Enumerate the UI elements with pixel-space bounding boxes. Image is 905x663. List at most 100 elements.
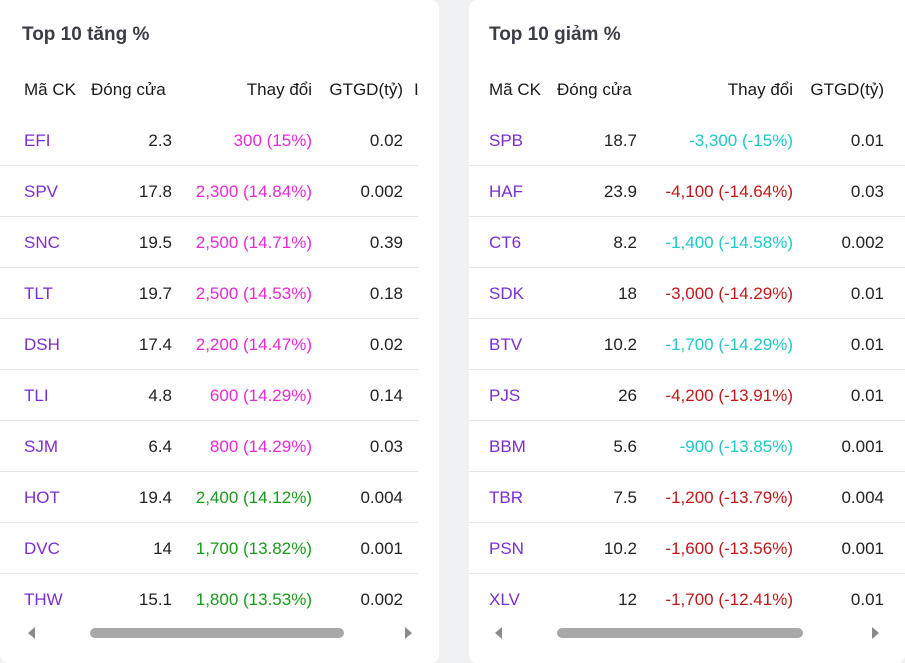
scroll-right-arrow-icon[interactable] xyxy=(872,627,879,639)
stock-symbol-link[interactable]: SDK xyxy=(489,284,524,303)
price-change: 1,800 (13.53%) xyxy=(195,590,312,609)
trade-value: 0.01 xyxy=(850,590,884,609)
gainers-horizontal-scrollbar[interactable] xyxy=(22,624,418,642)
header-symbol[interactable]: Mã CK xyxy=(24,80,76,99)
header-symbol[interactable]: Mã CK xyxy=(489,80,541,99)
trade-value: 0.002 xyxy=(360,182,403,201)
table-row[interactable]: EFI 2.3 300 (15%) 0.02 xyxy=(0,115,418,166)
price-change: 2,300 (14.84%) xyxy=(195,182,312,201)
trade-value: 0.03 xyxy=(369,437,403,456)
price-change: -3,000 (-14.29%) xyxy=(665,284,793,303)
trade-value: 0.03 xyxy=(850,182,884,201)
losers-horizontal-scrollbar[interactable] xyxy=(489,624,885,642)
price-change: -1,400 (-14.58%) xyxy=(665,233,793,252)
header-close[interactable]: Đóng cửa xyxy=(91,80,166,99)
trade-value: 0.02 xyxy=(369,131,403,150)
close-price: 10.2 xyxy=(603,335,637,354)
gainers-title: Top 10 tăng % xyxy=(22,24,150,45)
close-price: 7.5 xyxy=(613,488,637,507)
stock-symbol-link[interactable]: SJM xyxy=(24,437,58,456)
table-row[interactable]: DSH 17.4 2,200 (14.47%) 0.02 xyxy=(0,319,418,370)
stock-symbol-link[interactable]: THW xyxy=(24,590,63,609)
price-change: 2,500 (14.71%) xyxy=(195,233,312,252)
table-row[interactable]: XLV 12 -1,700 (-12.41%) 0.01 xyxy=(469,574,905,617)
table-row[interactable]: SJM 6.4 800 (14.29%) 0.03 xyxy=(0,421,418,472)
table-row[interactable]: SDK 18 -3,000 (-14.29%) 0.01 xyxy=(469,268,905,319)
close-price: 19.5 xyxy=(138,233,172,252)
table-row[interactable]: DVC 14 1,700 (13.82%) 0.001 xyxy=(0,523,418,574)
table-row[interactable]: HAF 23.9 -4,100 (-14.64%) 0.03 xyxy=(469,166,905,217)
gainers-table[interactable]: Mã CK Đóng cửa Thay đổi GTGD(tỷ) I EFI 2.… xyxy=(0,64,418,617)
close-price: 8.2 xyxy=(613,233,637,252)
trade-value: 0.001 xyxy=(841,437,884,456)
scrollbar-thumb[interactable] xyxy=(90,628,344,638)
stock-symbol-link[interactable]: PSN xyxy=(489,539,524,558)
close-price: 26 xyxy=(618,386,637,405)
table-row[interactable]: PSN 10.2 -1,600 (-13.56%) 0.001 xyxy=(469,523,905,574)
trade-value: 0.02 xyxy=(369,335,403,354)
stock-symbol-link[interactable]: BBM xyxy=(489,437,526,456)
table-row[interactable]: SPV 17.8 2,300 (14.84%) 0.002 xyxy=(0,166,418,217)
stock-symbol-link[interactable]: SNC xyxy=(24,233,60,252)
close-price: 17.8 xyxy=(138,182,172,201)
table-row[interactable]: HOT 19.4 2,400 (14.12%) 0.004 xyxy=(0,472,418,523)
scrollbar-thumb[interactable] xyxy=(557,628,803,638)
trade-value: 0.39 xyxy=(369,233,403,252)
gainers-header-row: Mã CK Đóng cửa Thay đổi GTGD(tỷ) I xyxy=(0,64,418,115)
table-row[interactable]: BTV 10.2 -1,700 (-14.29%) 0.01 xyxy=(469,319,905,370)
table-row[interactable]: SNC 19.5 2,500 (14.71%) 0.39 xyxy=(0,217,418,268)
header-change[interactable]: Thay đổi xyxy=(246,80,312,99)
losers-table[interactable]: Mã CK Đóng cửa Thay đổi GTGD(tỷ) SPB 18.7… xyxy=(469,64,905,617)
stock-symbol-link[interactable]: PJS xyxy=(489,386,521,405)
close-price: 18.7 xyxy=(603,131,637,150)
stock-symbol-link[interactable]: DSH xyxy=(24,335,60,354)
close-price: 19.7 xyxy=(138,284,172,303)
trade-value: 0.01 xyxy=(850,386,884,405)
close-price: 5.6 xyxy=(613,437,637,456)
trade-value: 0.002 xyxy=(360,590,403,609)
price-change: 300 (15%) xyxy=(233,131,312,150)
stock-symbol-link[interactable]: BTV xyxy=(489,335,523,354)
header-extra[interactable]: I xyxy=(414,80,418,99)
stock-symbol-link[interactable]: SPB xyxy=(489,131,524,150)
close-price: 14 xyxy=(153,539,172,558)
trade-value: 0.004 xyxy=(360,488,403,507)
table-row[interactable]: SPB 18.7 -3,300 (-15%) 0.01 xyxy=(469,115,905,166)
trade-value: 0.004 xyxy=(841,488,884,507)
close-price: 17.4 xyxy=(138,335,172,354)
close-price: 6.4 xyxy=(148,437,172,456)
stock-symbol-link[interactable]: EFI xyxy=(24,131,51,150)
stock-symbol-link[interactable]: XLV xyxy=(489,590,520,609)
table-row[interactable]: TLT 19.7 2,500 (14.53%) 0.18 xyxy=(0,268,418,319)
stock-symbol-link[interactable]: TBR xyxy=(489,488,523,507)
header-value[interactable]: GTGD(tỷ) xyxy=(329,80,403,99)
table-row[interactable]: CT6 8.2 -1,400 (-14.58%) 0.002 xyxy=(469,217,905,268)
scroll-left-arrow-icon[interactable] xyxy=(495,627,502,639)
losers-header-row: Mã CK Đóng cửa Thay đổi GTGD(tỷ) xyxy=(469,64,905,115)
scroll-left-arrow-icon[interactable] xyxy=(28,627,35,639)
stock-symbol-link[interactable]: SPV xyxy=(24,182,59,201)
close-price: 18 xyxy=(618,284,637,303)
header-change[interactable]: Thay đổi xyxy=(727,80,793,99)
header-close[interactable]: Đóng cửa xyxy=(557,80,632,99)
close-price: 12 xyxy=(618,590,637,609)
stock-symbol-link[interactable]: CT6 xyxy=(489,233,522,252)
table-row[interactable]: BBM 5.6 -900 (-13.85%) 0.001 xyxy=(469,421,905,472)
table-row[interactable]: TLI 4.8 600 (14.29%) 0.14 xyxy=(0,370,418,421)
stock-symbol-link[interactable]: DVC xyxy=(24,539,60,558)
table-row[interactable]: TBR 7.5 -1,200 (-13.79%) 0.004 xyxy=(469,472,905,523)
price-change: -3,300 (-15%) xyxy=(689,131,793,150)
table-row[interactable]: PJS 26 -4,200 (-13.91%) 0.01 xyxy=(469,370,905,421)
price-change: 1,700 (13.82%) xyxy=(195,539,312,558)
price-change: -1,600 (-13.56%) xyxy=(665,539,793,558)
table-row[interactable]: THW 15.1 1,800 (13.53%) 0.002 xyxy=(0,574,418,617)
close-price: 19.4 xyxy=(138,488,172,507)
stock-symbol-link[interactable]: TLI xyxy=(24,386,49,405)
header-value[interactable]: GTGD(tỷ) xyxy=(810,80,884,99)
trade-value: 0.18 xyxy=(369,284,403,303)
price-change: -1,700 (-12.41%) xyxy=(665,590,793,609)
stock-symbol-link[interactable]: TLT xyxy=(24,284,53,303)
scroll-right-arrow-icon[interactable] xyxy=(405,627,412,639)
stock-symbol-link[interactable]: HOT xyxy=(24,488,60,507)
stock-symbol-link[interactable]: HAF xyxy=(489,182,523,201)
